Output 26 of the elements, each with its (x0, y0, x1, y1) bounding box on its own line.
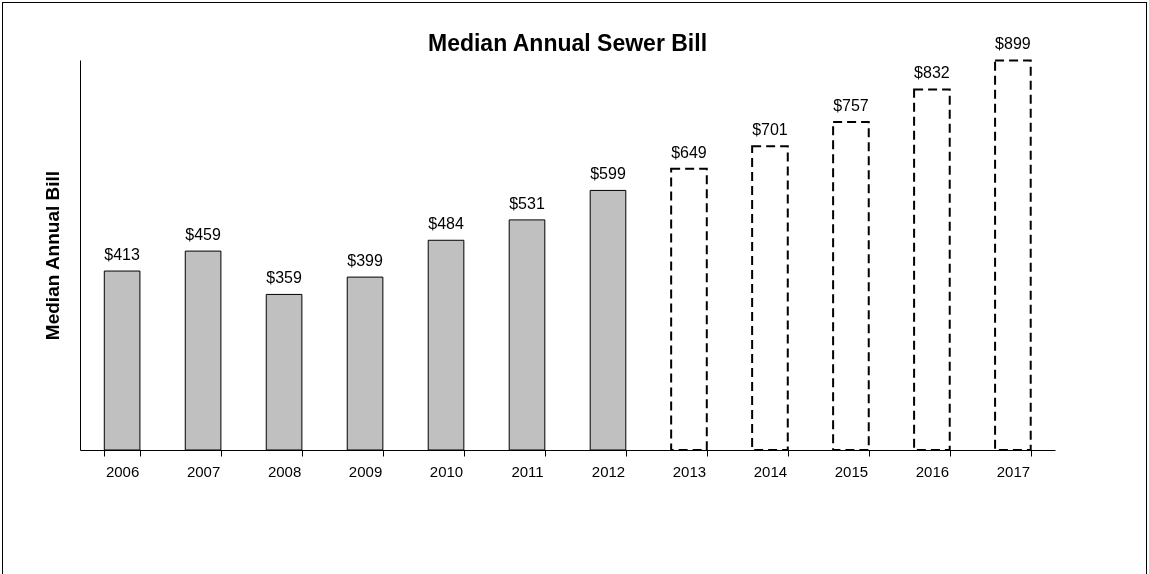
x-tick-label: 2006 (105, 462, 140, 480)
chart-title: Median Annual Sewer Bill (427, 30, 708, 57)
x-tick-label: 2013 (672, 462, 707, 480)
x-tick-label: 2017 (996, 462, 1031, 480)
x-tick-label: 2011 (511, 462, 544, 480)
x-tick-label: 2014 (753, 462, 788, 480)
data-label: $484 (428, 215, 464, 233)
data-label: $899 (995, 35, 1031, 53)
data-label: $757 (833, 96, 869, 114)
data-label: $701 (752, 121, 788, 139)
x-tick-label: 2016 (915, 462, 950, 480)
data-label: $413 (104, 246, 141, 264)
x-tick-label: 2009 (348, 462, 383, 480)
data-label: $599 (590, 165, 626, 183)
x-tick-label: 2008 (267, 462, 302, 480)
y-axis-title: Median Annual Bill (41, 170, 63, 341)
data-label: $531 (509, 194, 545, 212)
x-tick-label: 2010 (429, 462, 464, 480)
x-tick-label: 2015 (834, 462, 869, 480)
data-label: $399 (347, 252, 383, 270)
x-tick-label: 2012 (591, 462, 626, 480)
data-label: $359 (266, 269, 302, 287)
x-tick-label: 2007 (186, 462, 221, 480)
data-label: $459 (185, 226, 221, 244)
data-label: $832 (914, 64, 950, 82)
data-label: $649 (671, 143, 707, 161)
